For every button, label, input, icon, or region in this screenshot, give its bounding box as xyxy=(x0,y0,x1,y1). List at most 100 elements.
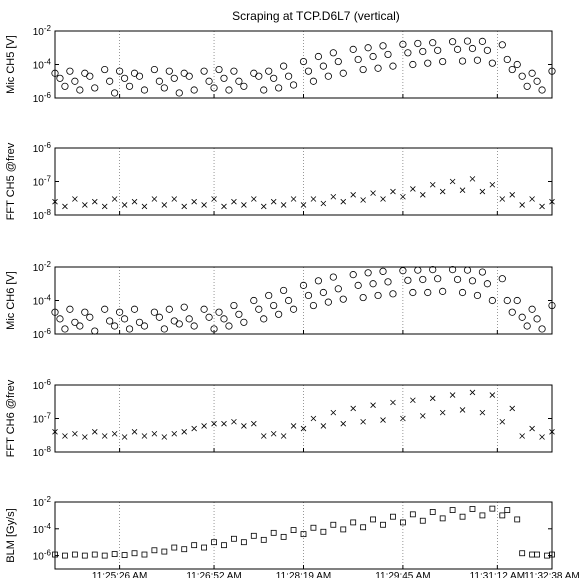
data-point xyxy=(171,544,178,551)
data-point xyxy=(101,552,108,559)
data-point xyxy=(111,196,118,202)
data-point xyxy=(319,288,327,297)
data-point xyxy=(160,325,168,333)
data-point xyxy=(453,45,462,53)
data-point xyxy=(289,81,298,89)
data-point xyxy=(72,196,78,202)
data-point xyxy=(76,86,84,94)
data-point xyxy=(339,295,347,303)
data-point xyxy=(309,77,318,85)
y-tick-label: 10-2 xyxy=(33,260,52,274)
data-point xyxy=(81,552,88,559)
data-point xyxy=(280,433,287,439)
data-point xyxy=(458,57,467,65)
data-point xyxy=(469,506,476,512)
y-tick-label: 10-8 xyxy=(33,445,52,459)
data-point xyxy=(359,293,367,302)
data-point xyxy=(379,42,387,50)
data-point xyxy=(519,202,525,208)
data-point xyxy=(488,59,496,67)
data-point xyxy=(304,291,313,300)
data-point xyxy=(86,72,94,80)
data-point xyxy=(72,430,78,437)
data-point xyxy=(161,202,168,208)
data-point xyxy=(180,303,188,311)
data-point xyxy=(354,55,362,64)
data-point xyxy=(191,542,198,549)
y-tick-label: 10-7 xyxy=(33,175,52,189)
data-point xyxy=(334,57,342,66)
data-point xyxy=(489,505,496,512)
data-point xyxy=(390,188,396,195)
data-point xyxy=(400,415,406,422)
data-point xyxy=(389,290,397,298)
data-point xyxy=(478,37,487,45)
data-point xyxy=(404,49,412,57)
y-tick-label: 10-4 xyxy=(33,294,52,308)
data-point xyxy=(533,77,541,85)
panel-3: 10-6 10-4 10-2 Mic CH6 [V] xyxy=(5,260,556,341)
data-point xyxy=(61,82,69,90)
data-point xyxy=(529,551,536,558)
data-point xyxy=(91,551,98,558)
data-point xyxy=(284,72,293,80)
data-point xyxy=(235,77,243,85)
y-tick-label: 10-6 xyxy=(33,141,52,155)
data-point xyxy=(518,72,526,80)
data-point xyxy=(539,434,545,440)
data-point xyxy=(449,178,456,185)
data-point xyxy=(459,407,466,413)
data-point xyxy=(220,74,228,82)
data-point xyxy=(473,291,482,300)
data-point xyxy=(240,539,247,546)
data-point xyxy=(434,46,442,54)
data-point xyxy=(62,433,68,439)
data-point xyxy=(384,278,392,286)
panel-4: 10-8 10-7 10-6 FFT CH6 @frev xyxy=(5,378,555,459)
data-point xyxy=(429,181,436,188)
data-point xyxy=(135,72,144,80)
data-point xyxy=(155,77,163,85)
y-axis-label: Mic CH5 [V] xyxy=(5,35,17,94)
data-point xyxy=(150,308,158,316)
data-point xyxy=(260,536,267,543)
data-point xyxy=(503,55,511,64)
data-point xyxy=(255,305,263,313)
data-point xyxy=(410,186,416,192)
data-point xyxy=(101,203,108,210)
data-point xyxy=(240,318,248,326)
data-point xyxy=(439,515,446,522)
data-point xyxy=(231,535,237,542)
data-point xyxy=(116,67,124,75)
data-point xyxy=(320,528,327,535)
data-point xyxy=(175,320,183,328)
data-point xyxy=(399,40,407,48)
data-point xyxy=(384,50,392,59)
data-point xyxy=(499,418,506,425)
data-point xyxy=(429,265,437,274)
data-point xyxy=(299,281,308,289)
data-point xyxy=(181,203,188,210)
data-point xyxy=(310,415,317,422)
data-point xyxy=(225,322,233,330)
data-point xyxy=(191,198,197,205)
data-point xyxy=(220,315,228,323)
y-tick-label: 10-2 xyxy=(33,24,52,38)
series-group xyxy=(51,37,556,97)
data-point xyxy=(290,196,297,202)
data-point xyxy=(429,39,437,47)
data-point xyxy=(340,420,347,427)
data-point xyxy=(538,325,546,333)
data-point xyxy=(488,296,496,305)
data-point xyxy=(215,65,223,74)
data-point xyxy=(280,286,288,295)
data-point xyxy=(141,433,148,439)
data-point xyxy=(419,517,426,524)
data-point xyxy=(221,420,227,427)
data-point xyxy=(513,296,521,305)
data-point xyxy=(231,198,237,205)
data-point xyxy=(151,547,158,554)
data-point xyxy=(379,267,387,275)
data-point xyxy=(250,296,258,305)
data-point xyxy=(349,271,357,279)
